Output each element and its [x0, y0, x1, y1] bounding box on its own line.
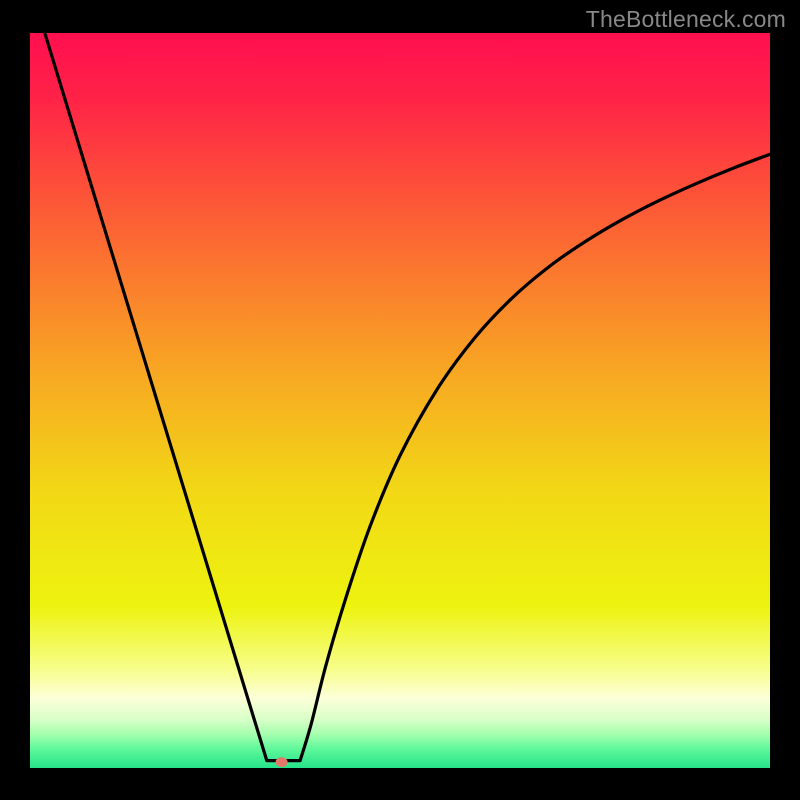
bottleneck-chart	[0, 0, 800, 800]
optimal-marker	[276, 757, 288, 767]
plot-background	[30, 33, 770, 768]
watermark-text: TheBottleneck.com	[586, 6, 786, 33]
